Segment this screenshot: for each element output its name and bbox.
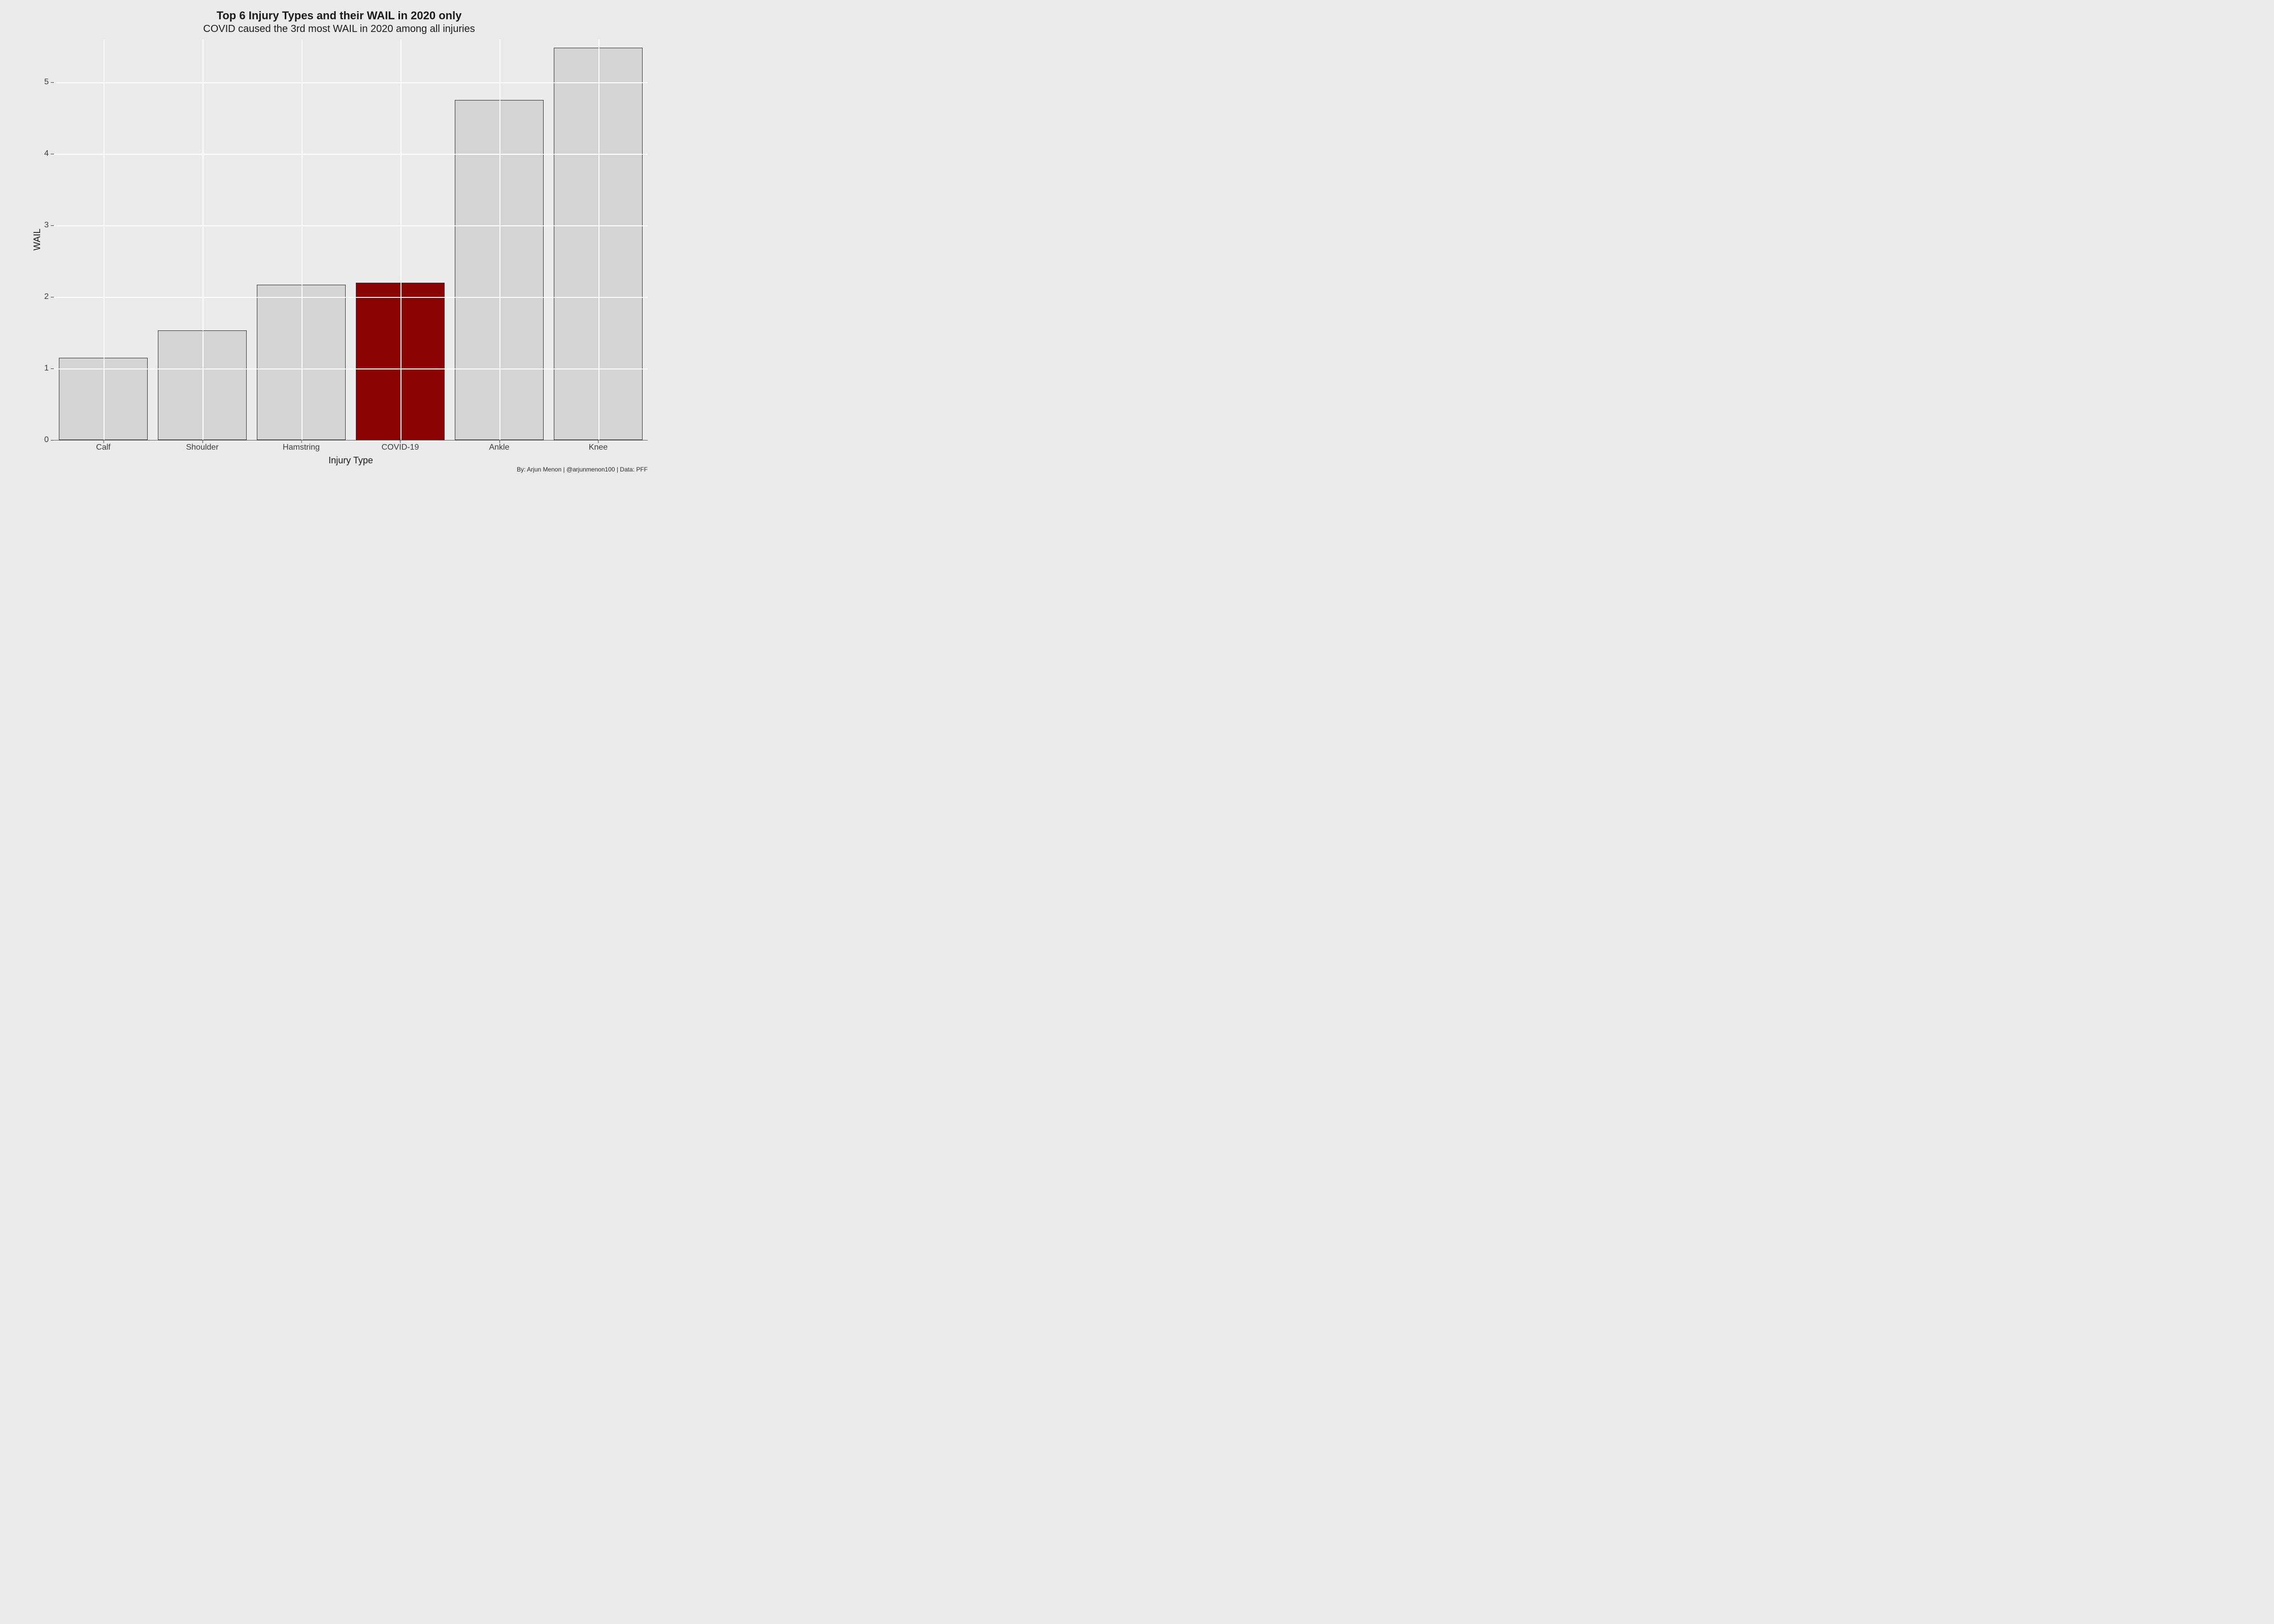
gridline-h bbox=[54, 154, 648, 155]
y-tick-label: 3 bbox=[44, 221, 54, 230]
chart-container: Top 6 Injury Types and their WAIL in 202… bbox=[0, 0, 655, 476]
gridline-h bbox=[54, 368, 648, 369]
bars-layer bbox=[54, 39, 648, 440]
gridline-h bbox=[54, 82, 648, 83]
x-tick-label: Knee bbox=[589, 443, 608, 452]
y-tick-label: 5 bbox=[44, 78, 54, 87]
gridline-v bbox=[499, 39, 500, 440]
gridline-v bbox=[302, 39, 303, 440]
gridline-v bbox=[598, 39, 599, 440]
gridline-h bbox=[54, 225, 648, 226]
y-tick-label: 1 bbox=[44, 364, 54, 373]
x-tick-label: Ankle bbox=[489, 443, 509, 452]
y-axis: WAIL bbox=[30, 39, 54, 440]
gridline-h bbox=[54, 297, 648, 298]
x-tick-label: Calf bbox=[96, 443, 110, 452]
x-axis-label: Injury Type bbox=[328, 455, 373, 466]
chart-titles: Top 6 Injury Types and their WAIL in 202… bbox=[30, 9, 648, 35]
y-tick-label: 2 bbox=[44, 292, 54, 301]
y-axis-label: WAIL bbox=[32, 228, 43, 250]
y-tick-label: 0 bbox=[44, 435, 54, 445]
gridline-v bbox=[104, 39, 105, 440]
x-tick-label: Hamstring bbox=[283, 443, 320, 452]
chart-title: Top 6 Injury Types and their WAIL in 202… bbox=[30, 9, 648, 22]
chart-subtitle: COVID caused the 3rd most WAIL in 2020 a… bbox=[30, 23, 648, 35]
x-tick-label: COVID-19 bbox=[382, 443, 419, 452]
x-tick-label: Shoulder bbox=[186, 443, 218, 452]
plot-row: WAIL 012345 bbox=[30, 39, 648, 440]
gridline-v bbox=[400, 39, 402, 440]
plot-area: 012345 bbox=[54, 39, 648, 440]
y-tick-label: 4 bbox=[44, 149, 54, 158]
chart-caption: By: Arjun Menon | @arjunmenon100 | Data:… bbox=[517, 466, 648, 473]
gridline-v bbox=[203, 39, 204, 440]
